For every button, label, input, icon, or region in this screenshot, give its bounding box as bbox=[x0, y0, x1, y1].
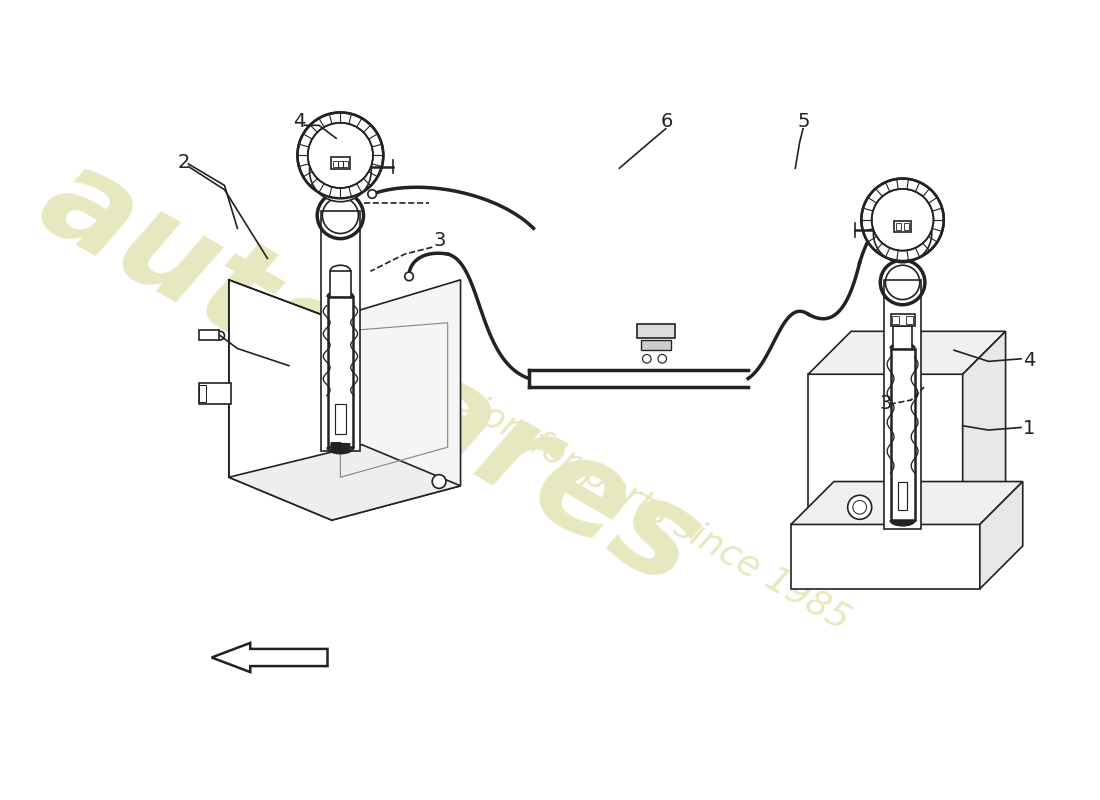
Circle shape bbox=[848, 495, 871, 519]
Text: 6: 6 bbox=[660, 112, 673, 131]
Polygon shape bbox=[891, 314, 914, 326]
Polygon shape bbox=[894, 222, 911, 232]
Text: 4: 4 bbox=[294, 112, 306, 131]
Polygon shape bbox=[199, 383, 231, 404]
Circle shape bbox=[432, 474, 446, 489]
Circle shape bbox=[871, 189, 934, 250]
Polygon shape bbox=[330, 271, 351, 297]
Text: 1: 1 bbox=[1023, 419, 1035, 438]
Circle shape bbox=[873, 204, 932, 262]
Polygon shape bbox=[320, 211, 360, 451]
Polygon shape bbox=[808, 374, 962, 529]
Text: 4: 4 bbox=[1023, 350, 1035, 370]
Polygon shape bbox=[893, 326, 912, 349]
Polygon shape bbox=[808, 331, 1005, 374]
Circle shape bbox=[861, 178, 944, 261]
Polygon shape bbox=[641, 340, 671, 350]
Polygon shape bbox=[211, 643, 328, 672]
Polygon shape bbox=[229, 280, 332, 520]
Circle shape bbox=[297, 113, 383, 198]
Polygon shape bbox=[883, 280, 922, 529]
Text: a passion for parts since 1985: a passion for parts since 1985 bbox=[366, 334, 856, 637]
Text: 3: 3 bbox=[879, 394, 892, 413]
Circle shape bbox=[367, 190, 376, 198]
Circle shape bbox=[405, 272, 414, 281]
Polygon shape bbox=[331, 157, 350, 169]
Polygon shape bbox=[332, 280, 461, 520]
Polygon shape bbox=[229, 445, 461, 520]
Polygon shape bbox=[791, 525, 980, 589]
Polygon shape bbox=[328, 297, 353, 447]
Circle shape bbox=[309, 140, 372, 202]
Polygon shape bbox=[637, 325, 675, 338]
Polygon shape bbox=[199, 330, 219, 340]
Text: 3: 3 bbox=[433, 230, 446, 250]
Polygon shape bbox=[791, 482, 1023, 525]
Polygon shape bbox=[962, 331, 1005, 529]
Polygon shape bbox=[980, 482, 1023, 589]
Text: 5: 5 bbox=[798, 112, 811, 131]
Circle shape bbox=[308, 122, 373, 188]
Circle shape bbox=[869, 229, 878, 238]
Polygon shape bbox=[891, 349, 914, 520]
Text: 2: 2 bbox=[177, 154, 189, 172]
Text: autocares: autocares bbox=[20, 135, 722, 614]
